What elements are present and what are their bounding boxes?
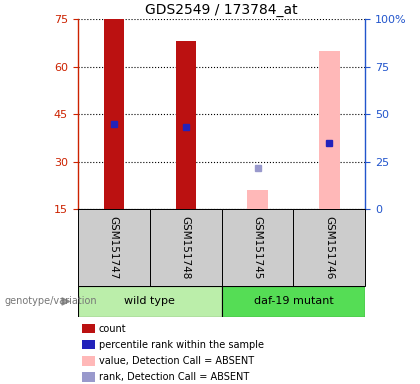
Text: GSM151746: GSM151746: [324, 216, 334, 280]
Bar: [176, 41, 196, 209]
Text: wild type: wild type: [124, 296, 175, 306]
Bar: [222, 209, 294, 286]
Text: daf-19 mutant: daf-19 mutant: [254, 296, 333, 306]
Text: rank, Detection Call = ABSENT: rank, Detection Call = ABSENT: [99, 372, 249, 382]
Bar: [82, 356, 94, 366]
Bar: [294, 209, 365, 286]
Bar: [78, 286, 222, 317]
Bar: [222, 286, 365, 317]
Bar: [319, 51, 339, 209]
Bar: [104, 19, 124, 209]
Text: percentile rank within the sample: percentile rank within the sample: [99, 340, 264, 350]
Bar: [247, 190, 268, 209]
Text: GSM151747: GSM151747: [109, 216, 119, 280]
Text: count: count: [99, 324, 126, 334]
Title: GDS2549 / 173784_at: GDS2549 / 173784_at: [145, 3, 298, 17]
Text: GSM151748: GSM151748: [181, 216, 191, 280]
Text: GSM151745: GSM151745: [252, 216, 262, 280]
Text: genotype/variation: genotype/variation: [4, 296, 97, 306]
Bar: [82, 372, 94, 382]
Bar: [82, 324, 94, 333]
Bar: [82, 340, 94, 349]
Bar: [78, 209, 150, 286]
Bar: [150, 209, 222, 286]
Text: value, Detection Call = ABSENT: value, Detection Call = ABSENT: [99, 356, 254, 366]
